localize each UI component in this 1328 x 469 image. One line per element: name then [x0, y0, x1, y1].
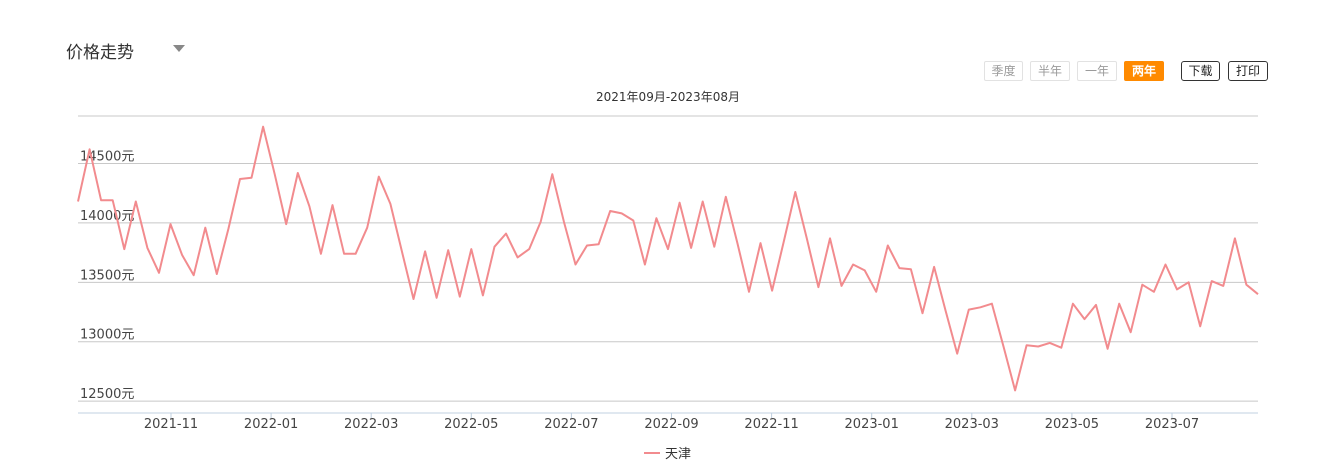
range-button-two-years[interactable]: 两年 — [1124, 61, 1164, 81]
download-button[interactable]: 下载 — [1181, 61, 1220, 81]
print-button[interactable]: 打印 — [1228, 61, 1268, 81]
x-tick-label: 2023-05 — [1045, 417, 1099, 432]
y-tick-label: 14000元 — [80, 209, 134, 224]
series-layer — [77, 125, 1259, 392]
page-title: 价格走势 — [66, 43, 134, 63]
legend-label: 天津 — [665, 447, 691, 462]
range-button-one-year[interactable]: 一年 — [1077, 61, 1117, 81]
series-line[interactable] — [77, 125, 1259, 392]
x-tick-label: 2023-03 — [945, 417, 999, 432]
range-button-quarter[interactable]: 季度 — [984, 61, 1023, 81]
grid-lines — [78, 115, 1258, 414]
chart-title: 2021年09月-2023年08月 — [596, 90, 740, 104]
x-tick-label: 2022-03 — [344, 417, 398, 432]
x-tick-label: 2022-05 — [444, 417, 498, 432]
range-button-half-year[interactable]: 半年 — [1030, 61, 1070, 81]
legend[interactable]: 天津 — [644, 447, 691, 462]
x-tick-label: 2022-11 — [744, 417, 798, 432]
x-tick-label: 2021-11 — [144, 417, 198, 432]
x-axis-labels: 2021-11 2022-01 2022-03 2022-05 2022-07 2022-… — [144, 413, 1199, 432]
x-tick-label: 2023-07 — [1145, 417, 1199, 432]
x-tick-label: 2022-09 — [644, 417, 698, 432]
y-tick-label: 13000元 — [80, 328, 134, 343]
y-axis-labels: 12500元 13000元 13500元 14000元 14500元 — [80, 150, 134, 403]
caret-down-icon[interactable] — [173, 45, 185, 52]
y-tick-label: 13500元 — [80, 268, 134, 283]
x-tick-label: 2022-01 — [244, 417, 298, 432]
x-tick-label: 2022-07 — [544, 417, 598, 432]
x-tick-label: 2023-01 — [845, 417, 899, 432]
y-tick-label: 12500元 — [80, 387, 134, 402]
y-tick-label: 14500元 — [80, 150, 134, 165]
